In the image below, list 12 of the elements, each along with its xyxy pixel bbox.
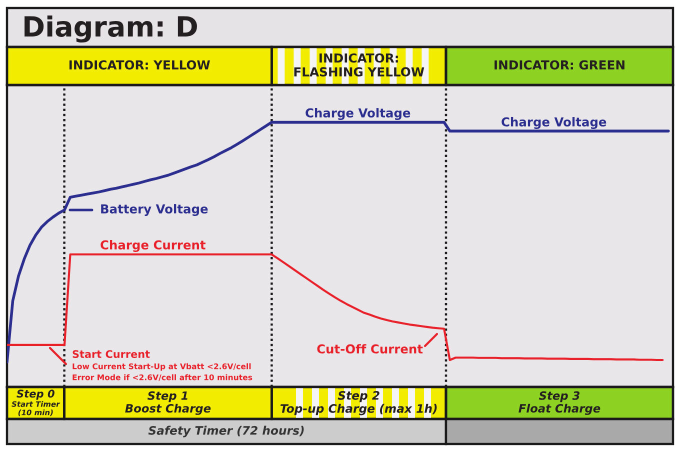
annotation: Start Current — [72, 350, 150, 358]
text: Charge Voltage — [306, 108, 410, 120]
text: INDICATOR: YELLOW — [69, 60, 210, 70]
chart-title: Diagram: D — [24, 15, 197, 43]
annotation: Cut-Off Current — [317, 344, 423, 354]
text: Step 1 Boost Charge — [125, 391, 211, 415]
series-label: Charge Current — [100, 240, 206, 252]
text: Step 3 Float Charge — [518, 391, 600, 415]
legend-label: Battery Voltage — [101, 204, 208, 216]
annotation: Charge Voltage — [502, 117, 606, 129]
text: Safety Timer (72 hours) — [148, 426, 304, 438]
text: INDICATOR: GREEN — [494, 60, 624, 70]
